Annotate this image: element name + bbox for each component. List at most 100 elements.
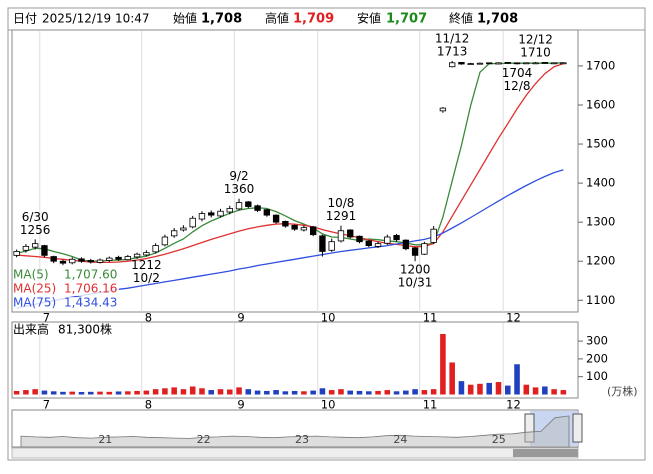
volume-bar (542, 386, 548, 395)
candle-body (448, 62, 456, 68)
navigator-handle-right[interactable] (572, 413, 583, 443)
x-tick-label: 7 (43, 311, 50, 325)
volume-bar (180, 389, 187, 395)
volume-bar (87, 391, 94, 395)
volume-bar (356, 390, 363, 395)
candle-body (374, 243, 382, 247)
volume-bar (486, 382, 493, 395)
volume-pane (11, 321, 579, 399)
annotation-value: 1713 (437, 44, 468, 58)
volume-bar (338, 389, 344, 395)
navigator-label: 23 (295, 433, 309, 446)
volume-bar (189, 386, 196, 395)
candle-body (467, 63, 474, 65)
candle-body (504, 62, 511, 64)
volume-total: 81,300株 (58, 322, 112, 337)
y-tick-label: 1200 (586, 254, 615, 268)
navigator-label: 21 (98, 433, 112, 446)
volume-bar (375, 390, 381, 395)
navigator-label: 25 (492, 433, 506, 446)
scrollbar-thumb[interactable] (513, 449, 578, 457)
volume-bar (254, 390, 261, 395)
navigator-area (20, 415, 570, 448)
candle-body (217, 210, 224, 217)
y-tick-label: 100 (586, 369, 608, 383)
candle-body (309, 226, 317, 236)
annotation-value: 1360 (224, 182, 255, 196)
candle-body (513, 62, 521, 65)
legend-name: MA(5) (13, 268, 49, 282)
chart-layer: 日付 2025/12/19 10:47 始値 1,708 高値 1,709 安値 1,707 終… (13, 11, 638, 448)
volume-bar (310, 390, 316, 395)
header-value: 1,708 (477, 12, 518, 27)
annotation-date: 6/30 (22, 210, 49, 224)
volume-bar (69, 391, 76, 395)
volume-unit: (万株) (607, 384, 638, 398)
x-tick-label: 11 (423, 398, 438, 412)
volume-bar (97, 391, 103, 395)
volume-bar (421, 390, 428, 395)
candle-body (523, 62, 530, 65)
x-tick-label: 11 (423, 311, 438, 325)
candle-body (384, 236, 391, 244)
volume-bar (282, 391, 289, 395)
header-value: 1,709 (293, 12, 334, 27)
volume-bar (60, 391, 66, 395)
volume-bar (430, 389, 437, 395)
volume-bar (13, 390, 20, 395)
x-tick-label: 12 (506, 398, 521, 412)
volume-bar (495, 382, 502, 395)
candle-body (421, 243, 428, 255)
candle-body (180, 227, 187, 231)
header-value: 1,707 (386, 12, 427, 27)
annotation-date: 10/2 (133, 271, 160, 285)
y-tick-label: 300 (586, 334, 608, 348)
y-tick-label: 1700 (586, 58, 615, 72)
y-tick-label: 1400 (586, 176, 615, 190)
volume-bar (328, 390, 335, 395)
volume-title: 出来高 (13, 322, 49, 337)
candle-body (282, 220, 289, 227)
candle-body (291, 224, 298, 230)
annotation-date: 9/2 (229, 169, 248, 183)
candle-body (430, 228, 437, 243)
candle-body (235, 202, 243, 210)
annotation-date: 12/12 (518, 33, 553, 47)
candle-body (143, 252, 150, 256)
candle-body (411, 247, 419, 256)
volume-bar (504, 385, 511, 395)
x-tick-label: 9 (237, 398, 244, 412)
legend-value: 1,434.43 (64, 296, 117, 310)
candle-body (476, 62, 484, 65)
candle-body (78, 258, 85, 262)
volume-bar (384, 390, 391, 395)
candle-body (69, 258, 76, 264)
candle-body (133, 253, 141, 258)
volume-bar (273, 390, 279, 395)
volume-bar (208, 390, 215, 395)
header-value: 2025/12/19 10:47 (42, 12, 150, 26)
candle-body (458, 62, 465, 65)
candle-body (560, 62, 567, 65)
candle-body (356, 235, 363, 243)
candle-body (41, 245, 48, 256)
candle-body (263, 209, 271, 216)
candle-body (300, 227, 308, 231)
candle-body (170, 230, 178, 237)
volume-bar (532, 387, 539, 395)
volume-bar (125, 391, 131, 395)
header-label: 日付 (13, 12, 37, 26)
header-value: 1,708 (201, 12, 242, 27)
header-label: 始値 (173, 11, 197, 26)
x-tick-label: 8 (145, 398, 152, 412)
volume-bar (514, 364, 520, 395)
volume-bar (115, 391, 122, 395)
candle-body (439, 107, 447, 112)
candle-body (152, 245, 159, 253)
scrollbar-track (11, 447, 579, 459)
y-tick-label: 200 (586, 351, 608, 365)
annotation-value: 1291 (326, 209, 357, 223)
candle-body (13, 251, 20, 256)
volume-bar (171, 387, 177, 395)
volume-bar (477, 383, 483, 395)
